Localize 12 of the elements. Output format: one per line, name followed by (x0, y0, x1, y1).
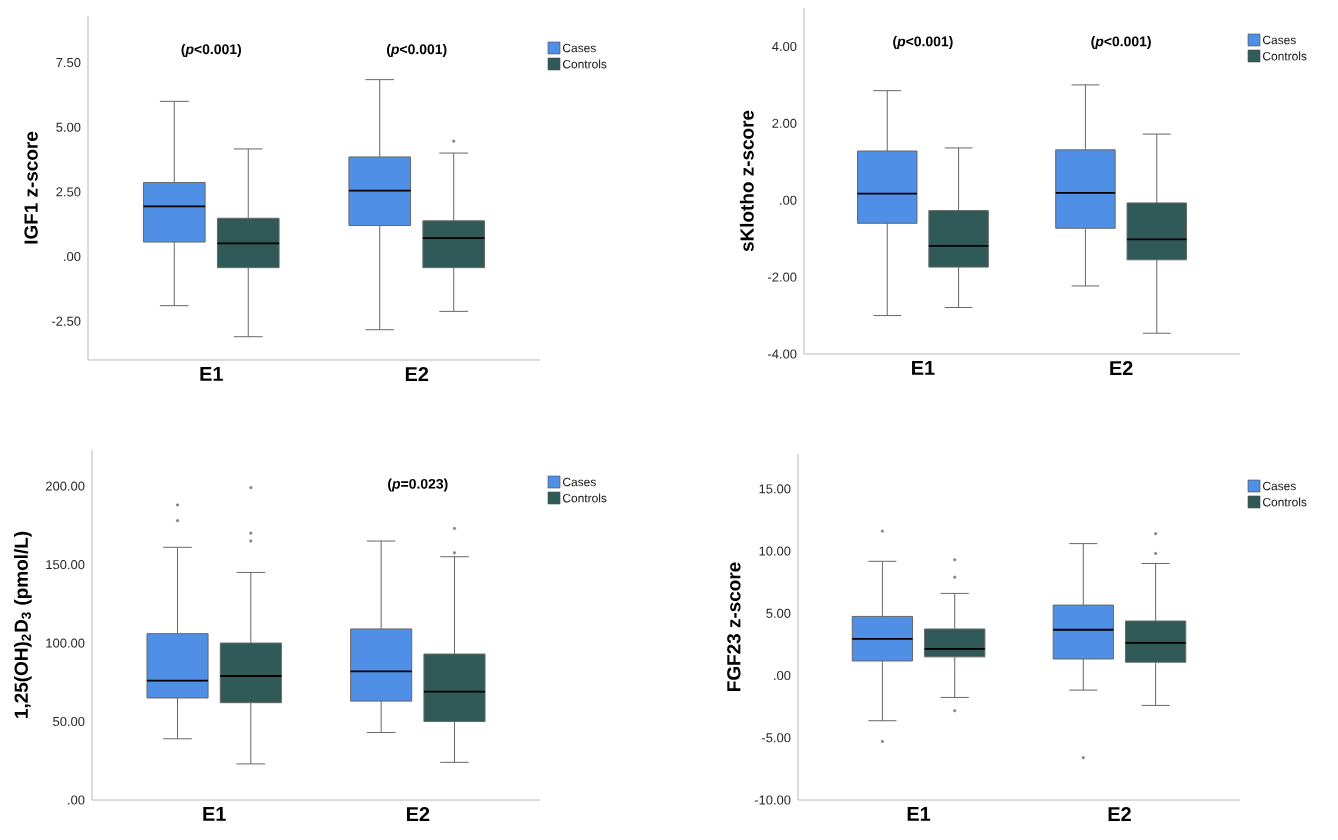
x-tick-label: E2 (406, 807, 430, 821)
y-axis-title: IGF1 z-score (24, 131, 38, 244)
x-tick-label: E2 (1110, 361, 1133, 375)
y-axis-title: FGF23 z-score (727, 562, 741, 691)
x-tick-label: E1 (203, 807, 226, 821)
x-tick-label: E1 (200, 367, 223, 381)
x-tick-label: E2 (1108, 807, 1131, 821)
y-axis-title: 1,25(OH)$_{2}$D$_{3}$ (pmol/L) (14, 531, 32, 718)
x-tick-label: E1 (907, 807, 931, 821)
x-tick-label: E1 (912, 361, 935, 375)
y-axis-title: sKlotho z-score (739, 110, 754, 252)
x-tick-label: E2 (405, 367, 429, 381)
